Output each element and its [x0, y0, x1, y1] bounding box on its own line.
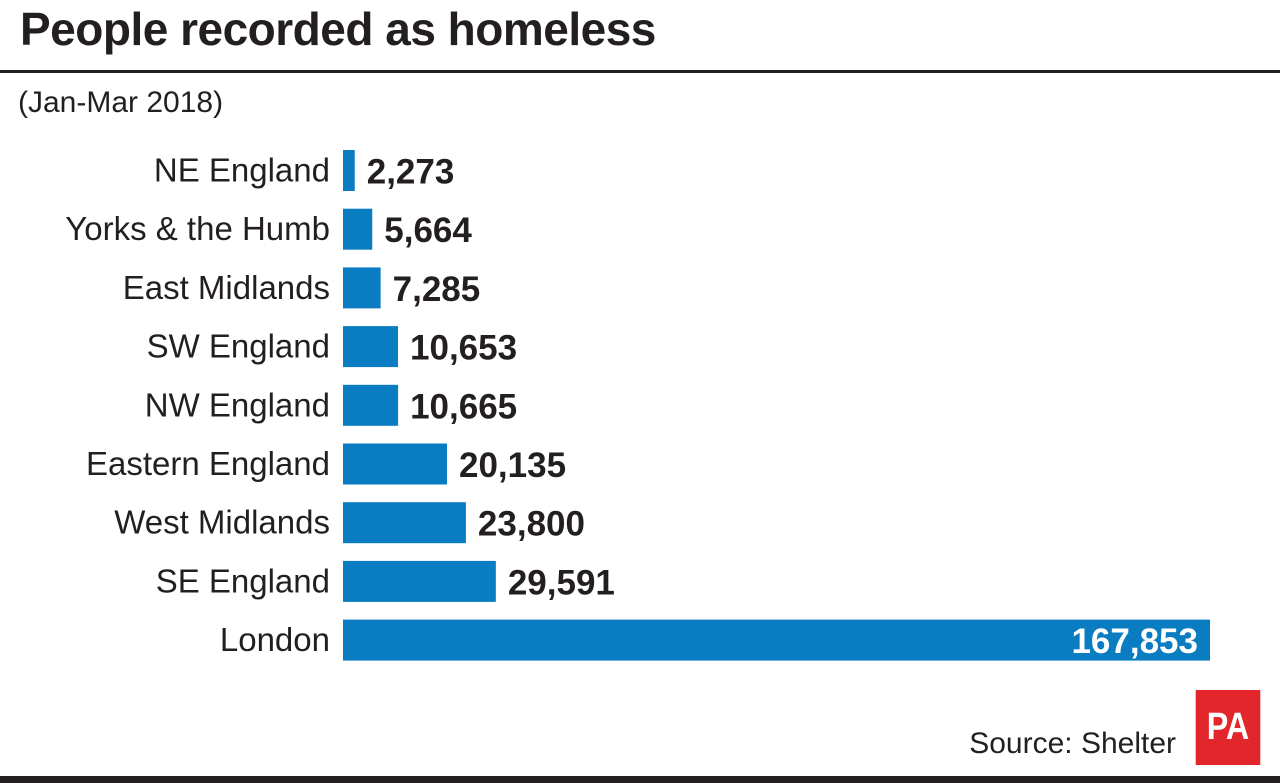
category-label: SW England [147, 328, 330, 365]
value-label: 10,665 [410, 387, 517, 426]
category-label: NE England [154, 152, 330, 189]
value-label: 23,800 [478, 505, 585, 544]
bar [343, 560, 496, 602]
bottom-divider [0, 776, 1280, 783]
bar [343, 619, 1210, 661]
source-note: Source: Shelter [969, 727, 1176, 760]
chart-subtitle: (Jan-Mar 2018) [18, 86, 224, 119]
value-label: 10,653 [410, 329, 517, 368]
category-label: NW England [145, 386, 330, 423]
value-label: 5,664 [384, 211, 472, 250]
bar [343, 267, 381, 309]
value-label: 29,591 [508, 563, 615, 602]
pa-logo: PA [1195, 690, 1261, 765]
bar [343, 502, 466, 544]
bar [343, 150, 355, 191]
category-label: West Midlands [114, 504, 330, 541]
bar [343, 443, 448, 485]
value-label: 2,273 [367, 153, 455, 192]
chart-title: People recorded as homeless [20, 3, 656, 55]
title-divider [0, 70, 1280, 73]
category-label: Yorks & the Humb [65, 210, 330, 247]
bar [343, 208, 373, 250]
category-label: East Midlands [123, 269, 330, 306]
category-label: SE England [156, 562, 330, 599]
value-label: 167,853 [1071, 622, 1198, 661]
bar [343, 384, 399, 426]
category-label: London [220, 621, 330, 658]
category-label: Eastern England [86, 445, 330, 482]
value-label: 20,135 [459, 446, 566, 485]
value-label: 7,285 [393, 270, 481, 309]
bar [343, 326, 399, 368]
